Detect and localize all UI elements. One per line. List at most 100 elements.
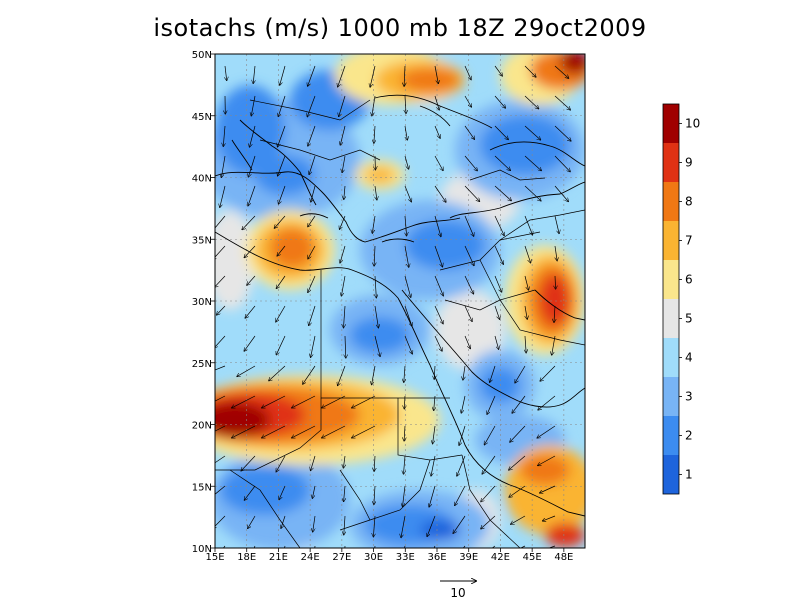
isotach-zone xyxy=(270,228,314,268)
coastline xyxy=(215,171,461,243)
wind-vector xyxy=(404,335,412,354)
wind-vector xyxy=(262,425,286,438)
wind-vector xyxy=(215,455,226,464)
wind-vector xyxy=(374,305,378,328)
wind-vector xyxy=(344,305,346,328)
wind-vector xyxy=(274,215,286,228)
wind-vector xyxy=(509,485,526,497)
wind-vector xyxy=(494,275,502,292)
wind-vector xyxy=(237,365,256,376)
wind-vector xyxy=(490,365,496,382)
wind-vector xyxy=(308,245,316,259)
wind-vector xyxy=(280,65,286,85)
wind-vector xyxy=(276,275,286,288)
wind-vector xyxy=(322,425,346,438)
wind-vector xyxy=(262,395,286,408)
wind-vector xyxy=(276,455,286,472)
isotach-zone xyxy=(215,85,285,175)
colorbar-swatch xyxy=(663,182,679,221)
wind-vector xyxy=(427,515,436,536)
coastline xyxy=(397,297,585,517)
lat-tick-label: 35N xyxy=(192,235,212,246)
wind-vector xyxy=(525,305,527,319)
wind-vector xyxy=(434,65,438,84)
wind-vector xyxy=(244,335,256,351)
colorbar-label: 9 xyxy=(685,156,693,170)
wind-vector xyxy=(344,515,345,535)
wind-vector xyxy=(554,65,569,78)
wind-vector xyxy=(524,155,541,171)
coastline xyxy=(215,231,399,299)
isotach-zone xyxy=(255,155,315,195)
reference-vector: 10 xyxy=(440,581,476,600)
wind-vector xyxy=(374,335,380,356)
border xyxy=(439,231,541,271)
wind-vector xyxy=(404,395,405,409)
wind-vector xyxy=(515,365,526,383)
coastline xyxy=(401,289,513,399)
lon-tick-label: 15E xyxy=(205,552,224,563)
wind-vector xyxy=(344,485,345,502)
wind-vector xyxy=(464,65,471,80)
colorbar-label: 2 xyxy=(685,429,693,443)
wind-vector xyxy=(292,425,316,438)
colorbar-swatch xyxy=(663,338,679,377)
colorbar-label: 4 xyxy=(685,351,693,365)
coastline xyxy=(534,289,585,321)
wind-vector xyxy=(453,515,466,533)
border xyxy=(339,469,371,521)
wind-vector xyxy=(461,395,466,413)
wind-vector xyxy=(374,455,375,471)
wind-vector xyxy=(244,245,256,258)
isotach-zone xyxy=(520,455,570,485)
lat-tick-label: 10N xyxy=(192,544,212,555)
colorbar-label: 3 xyxy=(685,390,693,404)
wind-vector xyxy=(524,245,531,263)
coastline xyxy=(449,181,585,219)
wind-vector xyxy=(303,365,316,384)
map-title: isotachs (m/s) 1000 mb 18Z 29oct2009 xyxy=(153,14,647,42)
wind-vector xyxy=(404,245,409,267)
wind-vector xyxy=(511,515,526,524)
isotach-zone xyxy=(480,367,520,403)
wind-vector xyxy=(434,185,446,202)
isotach-zone xyxy=(545,523,585,547)
coastline xyxy=(239,119,317,206)
wind-vector xyxy=(242,215,256,230)
wind-vector xyxy=(434,365,435,379)
isotach-zone xyxy=(560,54,585,74)
wind-vector xyxy=(464,275,474,294)
colorbar-label: 6 xyxy=(685,273,693,287)
colorbar-swatch xyxy=(663,104,679,143)
wind-vector xyxy=(481,485,496,502)
wind-vector xyxy=(404,305,412,326)
wind-vector xyxy=(404,155,409,169)
wind-vector xyxy=(340,215,346,229)
wind-vector xyxy=(279,185,286,204)
wind-vector xyxy=(434,155,443,171)
wind-vector xyxy=(307,95,316,117)
lat-tick-label: 15N xyxy=(192,482,212,493)
wind-vector xyxy=(244,485,256,500)
wind-vector xyxy=(512,395,526,413)
wind-vector xyxy=(276,335,286,355)
wind-vector xyxy=(554,155,570,172)
border xyxy=(499,209,585,241)
wind-vector xyxy=(434,125,440,138)
wind-vector xyxy=(455,485,466,505)
wind-vector xyxy=(404,185,411,202)
wind-vector xyxy=(540,485,556,493)
wind-vector xyxy=(372,215,376,233)
reference-vector-label: 10 xyxy=(450,586,465,600)
wind-vector xyxy=(215,365,226,371)
colorbar-swatch xyxy=(663,299,679,338)
lat-tick-label: 25N xyxy=(192,359,212,370)
wind-vector xyxy=(481,515,496,529)
wind-vector xyxy=(401,515,406,538)
wind-vector xyxy=(342,155,346,173)
wind-vector xyxy=(278,125,286,147)
wind-vector xyxy=(524,275,529,290)
wind-vector xyxy=(292,395,316,408)
colorbar-swatch xyxy=(663,260,679,299)
